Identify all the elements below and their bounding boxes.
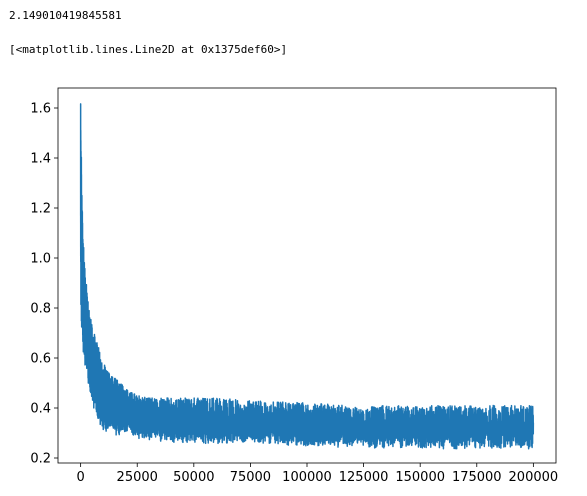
x-tick-label: 50000 <box>173 470 214 485</box>
loss-series-line <box>79 103 535 450</box>
y-tick-label: 0.6 <box>30 352 51 367</box>
x-axis: 0 25000 50000 75000 100000 125000 150000 175000… <box>76 463 558 485</box>
x-tick-label: 75000 <box>230 470 271 485</box>
y-axis: 0.2 0.4 0.6 0.8 1.0 1.2 1.4 1.6 <box>30 102 58 467</box>
y-tick-label: 1.6 <box>30 102 51 117</box>
x-tick-label: 125000 <box>339 470 389 485</box>
x-tick-label: 0 <box>76 470 84 485</box>
y-tick-label: 0.4 <box>30 402 51 417</box>
x-tick-label: 100000 <box>282 470 332 485</box>
y-tick-label: 1.4 <box>30 152 51 167</box>
data-layer <box>79 103 535 450</box>
y-tick-label: 0.2 <box>30 452 51 467</box>
x-tick-label: 25000 <box>117 470 158 485</box>
line2d-repr-output: [<matplotlib.lines.Line2D at 0x1375def60… <box>9 43 288 56</box>
x-tick-label: 150000 <box>395 470 445 485</box>
y-tick-label: 1.2 <box>30 202 51 217</box>
x-tick-label: 175000 <box>452 470 502 485</box>
printed-loss-output: 2.149010419845581 <box>9 9 122 22</box>
x-tick-label: 200000 <box>509 470 559 485</box>
y-tick-label: 1.0 <box>30 252 51 267</box>
y-tick-label: 0.8 <box>30 302 51 317</box>
